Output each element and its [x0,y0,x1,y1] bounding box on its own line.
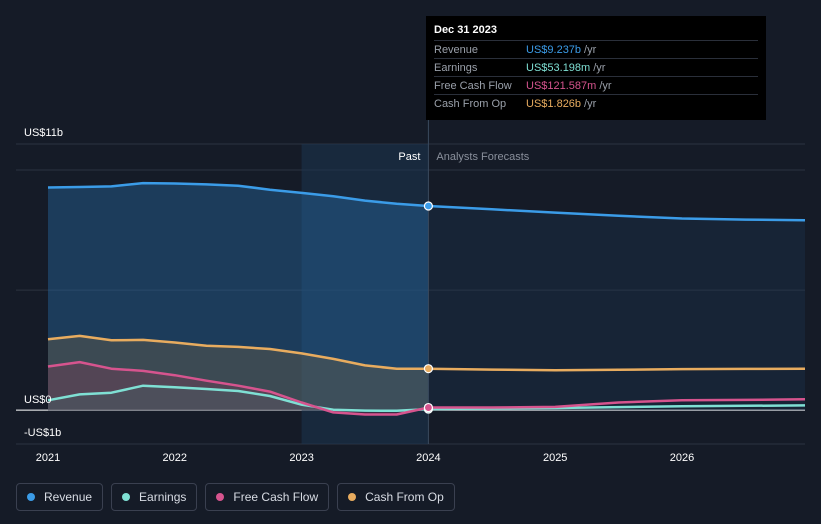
x-axis-labels: 2021 2022 2023 2024 2025 2026 [36,452,694,464]
y-tick-label: US$0 [24,394,52,406]
tooltip-value: US$9.237b [526,43,582,56]
tooltip-panel: Dec 31 2023 Revenue US$9.237b /yr Earnin… [426,16,766,120]
area-earnings [48,385,429,411]
line-earnings [47,384,806,413]
line-cash-from-op [47,334,806,372]
legend-label: Revenue [44,490,93,504]
legend-label: Free Cash Flow [233,490,319,504]
marker-free-cash-flow [423,402,434,413]
legend-label: Earnings [139,490,187,504]
line-free-cash-flow [47,360,806,416]
series-markers [423,201,434,414]
tooltip-row-free-cash-flow: Free Cash Flow US$121.587m /yr [434,76,758,94]
tooltip-row-cash-from-op: Cash From Op US$1.826b /yr [434,94,758,112]
x-tick-label: 2023 [289,452,313,464]
tooltip-value: US$1.826b [526,97,582,110]
line-revenue [47,181,806,222]
marker-cash-from-op [423,364,434,374]
tooltip-unit: /yr [599,79,612,92]
area-cash-from-op [48,335,429,411]
legend-dot-icon [348,493,357,501]
y-tick-label: US$11b [24,127,63,139]
chart-legend: Revenue Earnings Free Cash Flow Cash Fro… [16,483,455,511]
tooltip-row-earnings: Earnings US$53.198m /yr [434,58,758,76]
forecast-label: Analysts Forecasts [436,151,529,163]
legend-dot-icon [216,493,225,501]
y-tick-label: -US$1b [24,427,61,439]
tooltip-label: Cash From Op [434,97,507,110]
area-revenue-forecast [428,206,805,411]
tooltip-row-revenue: Revenue US$9.237b /yr [434,40,758,58]
y-axis-labels: US$11b US$0 -US$1b [24,127,63,439]
tooltip-unit: /yr [584,97,597,110]
tooltip-label: Free Cash Flow [434,79,512,92]
legend-dot-icon [27,493,35,501]
tooltip-unit: /yr [593,61,606,74]
legend-item-earnings[interactable]: Earnings [111,483,198,511]
series-lines [47,181,806,416]
tooltip-value: US$53.198m [526,61,591,74]
tooltip-label: Earnings [434,61,478,74]
area-revenue [48,183,429,411]
legend-dot-icon [122,493,131,501]
legend-item-cash-from-op[interactable]: Cash From Op [337,483,455,511]
series-areas [48,183,805,415]
legend-item-free-cash-flow[interactable]: Free Cash Flow [205,483,330,511]
x-tick-label: 2021 [36,452,60,464]
tooltip-unit: /yr [584,43,597,56]
x-tick-label: 2022 [163,452,187,464]
x-tick-label: 2026 [670,452,694,464]
x-tick-label: 2025 [543,452,567,464]
tooltip-date: Dec 31 2023 [434,24,497,36]
area-free-cash-flow [48,362,429,415]
tooltip-value: US$121.587m [526,79,597,92]
past-label: Past [398,151,420,163]
legend-label: Cash From Op [365,490,444,504]
tooltip-label: Revenue [434,43,479,56]
legend-item-revenue[interactable]: Revenue [16,483,104,511]
marker-revenue [423,201,434,211]
x-tick-label: 2024 [416,452,440,464]
